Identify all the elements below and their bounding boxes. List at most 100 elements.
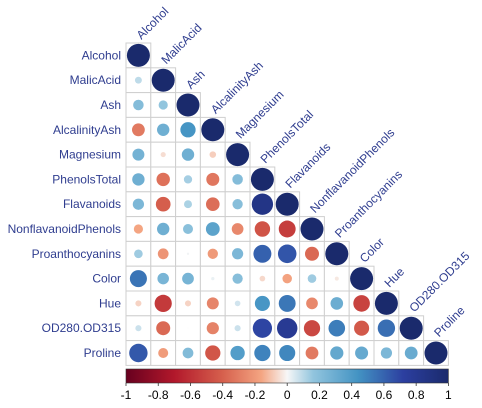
- correlation-circle: [306, 297, 318, 310]
- correlation-circle: [307, 274, 317, 283]
- correlation-circle: [154, 294, 172, 313]
- correlation-circle: [374, 291, 398, 315]
- row-label: Flavanoids: [63, 197, 121, 211]
- colorbar-tick-label: -0.4: [212, 388, 233, 402]
- correlation-circle: [254, 221, 271, 237]
- correlation-circle: [134, 249, 143, 259]
- column-label: Color: [357, 235, 387, 265]
- correlation-circle: [399, 316, 423, 340]
- colorbar-tick-label: -0.2: [245, 388, 266, 402]
- correlation-circle: [276, 317, 298, 339]
- correlation-circle: [231, 223, 244, 235]
- row-label: Magnesium: [59, 148, 121, 162]
- row-label: Alcohol: [82, 48, 121, 62]
- row-labels: Alcohol MalicAcid Ash AlcalinityAsh Magnesiu…: [8, 48, 122, 360]
- correlation-circle: [132, 123, 145, 137]
- matrix-cell: [199, 141, 226, 168]
- row-label: Color: [92, 272, 121, 286]
- row-label: Ash: [100, 98, 121, 112]
- correlation-circle: [157, 222, 170, 236]
- correlation-circle: [232, 273, 243, 284]
- correlation-circle: [156, 321, 171, 336]
- colorbar-tick-label: -1: [121, 388, 132, 402]
- correlation-circle: [334, 276, 339, 281]
- correlation-circle: [156, 172, 170, 187]
- colorbar-tick-label: 0.8: [408, 388, 425, 402]
- correlation-circle: [206, 172, 220, 186]
- correlation-circle: [133, 99, 144, 111]
- correlation-circle: [300, 217, 324, 241]
- correlation-circle: [133, 224, 143, 234]
- row-label: Proanthocyanins: [32, 247, 121, 261]
- correlation-circle: [252, 318, 273, 338]
- correlation-circle: [207, 248, 218, 259]
- correlation-circle: [234, 325, 241, 332]
- correlation-circle: [157, 272, 169, 285]
- correlation-circle: [129, 270, 147, 288]
- correlation-circle: [134, 76, 142, 84]
- correlation-circle: [151, 68, 175, 92]
- colorbar-tick-label: -0.6: [180, 388, 201, 402]
- correlation-circle: [275, 192, 299, 216]
- matrix-cell: [125, 191, 152, 218]
- correlation-circle: [279, 344, 296, 362]
- colorbar-tick-label: -0.8: [148, 388, 169, 402]
- correlation-circle: [206, 297, 219, 310]
- correlation-circle: [325, 242, 349, 266]
- row-label: PhenolsTotal: [52, 172, 121, 186]
- correlation-circle: [404, 346, 418, 360]
- row-label: NonflavanoidPhenols: [8, 222, 121, 236]
- correlation-circle: [254, 295, 270, 311]
- correlation-circle: [305, 346, 319, 360]
- column-label: Flavanoids: [282, 140, 333, 191]
- correlation-circle: [303, 320, 321, 337]
- row-label: AlcalinityAsh: [53, 123, 121, 137]
- column-label: Magnesium: [233, 88, 287, 142]
- correlation-circle: [132, 173, 145, 186]
- correlation-circle: [354, 320, 370, 336]
- correlation-circle: [380, 347, 393, 359]
- correlation-circle: [231, 248, 244, 260]
- correlation-circle: [250, 167, 274, 191]
- correlation-circle: [206, 197, 220, 211]
- colorbar-tick-label: 0.2: [311, 388, 328, 402]
- correlation-circle: [132, 198, 145, 210]
- colorbar-tick-label: 0.4: [343, 388, 360, 402]
- correlation-circle: [328, 319, 346, 337]
- correlation-circle: [126, 43, 150, 67]
- correlation-circle: [129, 343, 148, 363]
- column-label: Ash: [183, 67, 208, 92]
- correlation-circle: [180, 122, 196, 138]
- colorbar-tick-label: 0: [284, 388, 291, 402]
- colorbar-tick-label: 1: [445, 388, 452, 402]
- correlation-circle: [181, 148, 195, 161]
- correlation-circle: [158, 100, 168, 110]
- colorbar-gradient: [125, 368, 449, 384]
- correlation-circle: [330, 297, 344, 310]
- correlation-circle: [251, 193, 274, 215]
- correlation-circle: [132, 148, 145, 161]
- column-label: MalicAcid: [158, 21, 204, 67]
- correlation-circle: [206, 322, 219, 335]
- row-label: Hue: [99, 296, 121, 310]
- correlation-circle: [377, 319, 396, 337]
- colorbar-tick-label: 0.6: [376, 388, 393, 402]
- correlation-circle: [205, 222, 220, 236]
- correlation-circle: [155, 196, 171, 212]
- correlation-circle: [182, 272, 194, 285]
- correlation-circle: [201, 118, 225, 142]
- row-label: Proline: [84, 346, 122, 360]
- correlation-circle: [211, 276, 215, 281]
- correlation-circle: [278, 294, 296, 312]
- correlation-circle: [186, 252, 190, 255]
- correlation-circle: [254, 344, 271, 362]
- correlation-circle: [182, 347, 194, 359]
- column-label: Hue: [382, 264, 408, 290]
- correlation-circle: [158, 347, 169, 359]
- correlation-circle: [182, 223, 194, 235]
- correlation-circle: [160, 152, 166, 158]
- correlation-circle: [353, 295, 370, 312]
- correlation-circle: [350, 267, 374, 291]
- correlation-circle: [205, 345, 221, 361]
